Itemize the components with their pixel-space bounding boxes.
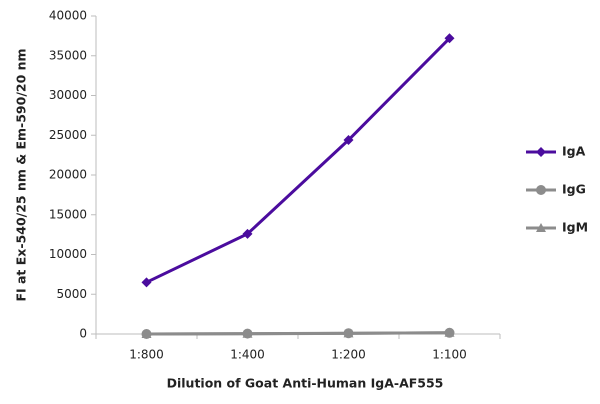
data-point [141, 329, 152, 338]
legend-label: IgG [562, 182, 586, 197]
data-point [242, 228, 253, 239]
y-tick-label: 20000 [49, 168, 87, 182]
data-point [444, 33, 455, 44]
legend-marker [536, 223, 546, 232]
data-point [343, 328, 354, 338]
legend-marker [536, 185, 546, 195]
x-tick-label: 1:400 [230, 348, 265, 362]
y-tick-label: 15000 [49, 207, 87, 221]
x-tick-label: 1:800 [129, 348, 164, 362]
legend-marker [536, 147, 546, 157]
y-tick-label: 5000 [56, 287, 87, 301]
data-point [343, 135, 354, 146]
data-point [444, 327, 455, 337]
y-tick-label: 30000 [49, 88, 87, 102]
series-line [145, 37, 451, 284]
y-tick-label: 40000 [49, 9, 87, 23]
x-tick-label: 1:200 [331, 348, 366, 362]
y-tick-label: 35000 [49, 48, 87, 62]
legend-label: IgA [562, 144, 586, 159]
y-axis-title: FI at Ex-540/25 nm & Em-590/20 nm [14, 48, 29, 301]
legend-label: IgM [562, 220, 588, 235]
data-point [242, 328, 253, 338]
x-axis-title: Dilution of Goat Anti-Human IgA-AF555 [167, 376, 444, 391]
y-tick-label: 25000 [49, 128, 87, 142]
y-tick-label: 10000 [49, 247, 87, 261]
x-tick-label: 1:100 [432, 348, 467, 362]
data-point [141, 277, 152, 288]
series-line [146, 331, 450, 336]
y-tick-label: 0 [79, 327, 87, 341]
